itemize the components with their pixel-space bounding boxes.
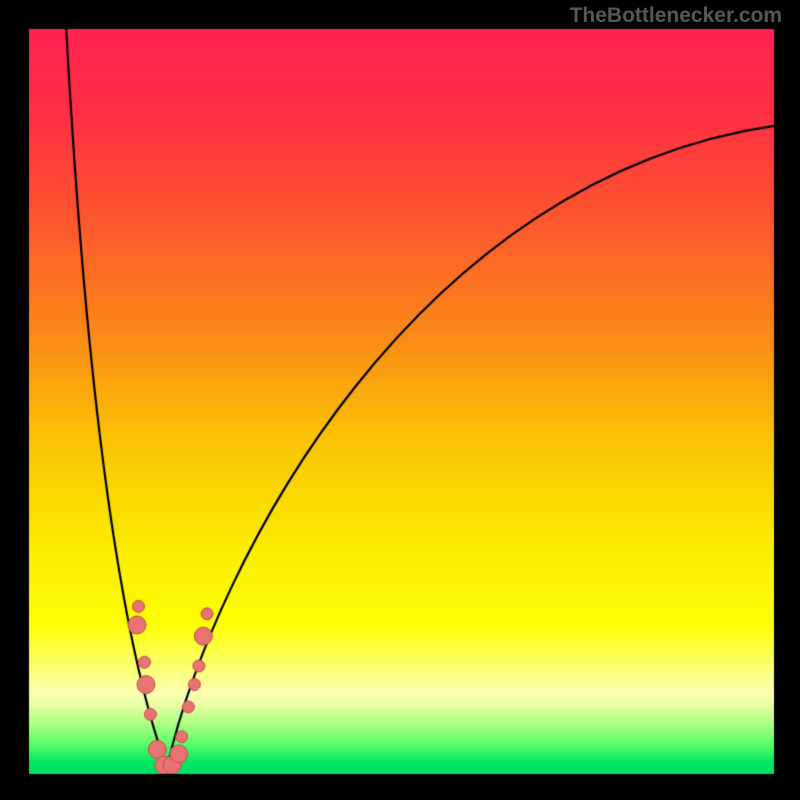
- chart-container: TheBottlenecker.com: [0, 0, 800, 800]
- watermark-text: TheBottlenecker.com: [570, 4, 782, 28]
- bottleneck-chart: [0, 0, 800, 800]
